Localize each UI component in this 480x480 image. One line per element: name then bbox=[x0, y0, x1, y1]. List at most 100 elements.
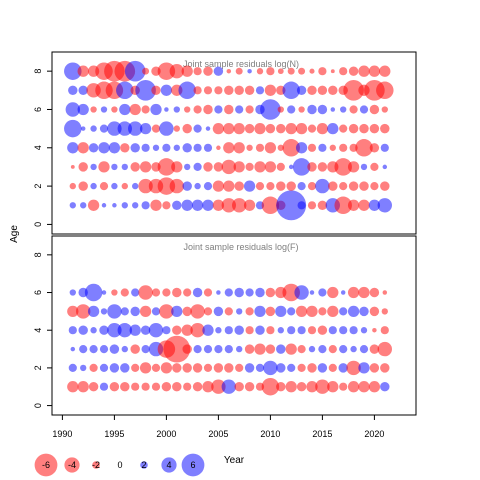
residual-bubble bbox=[213, 66, 224, 76]
x-tick-label: 2015 bbox=[312, 429, 332, 439]
residual-bubble bbox=[163, 335, 191, 363]
residual-bubble bbox=[130, 306, 140, 317]
residual-bubble bbox=[276, 381, 286, 392]
residual-bubble bbox=[120, 143, 130, 153]
x-axis-label: Year bbox=[224, 455, 245, 466]
residual-bubble bbox=[107, 121, 122, 136]
residual-bubble bbox=[99, 345, 109, 354]
residual-bubble bbox=[368, 65, 381, 77]
residual-bubble bbox=[234, 325, 244, 335]
residual-bubble bbox=[120, 288, 129, 297]
residual-bubble bbox=[339, 382, 348, 391]
residual-bubble bbox=[90, 163, 97, 171]
residual-bubble bbox=[64, 119, 82, 138]
residual-bubble bbox=[224, 85, 234, 96]
residual-bubble bbox=[297, 182, 306, 191]
residual-bubble bbox=[349, 326, 358, 335]
residual-bubble bbox=[276, 181, 286, 191]
residual-bubble bbox=[339, 67, 348, 76]
residual-bubble bbox=[339, 143, 348, 152]
residual-bubble bbox=[327, 122, 339, 135]
residual-bubble bbox=[89, 363, 98, 372]
residual-bubble bbox=[141, 382, 150, 391]
residual-bubble bbox=[369, 363, 380, 373]
residual-bubble bbox=[261, 196, 280, 215]
residual-bubble bbox=[88, 143, 99, 153]
residual-bubble bbox=[100, 106, 108, 113]
residual-bubble bbox=[152, 144, 160, 151]
residual-bubble bbox=[151, 307, 161, 316]
residual-bubble bbox=[254, 343, 266, 355]
panel-title: Joint sample residuals log(F) bbox=[183, 242, 298, 252]
residual-bubble bbox=[370, 182, 379, 191]
residual-bubble bbox=[254, 122, 266, 135]
residual-bubble bbox=[256, 68, 264, 75]
y-tick-label: 0 bbox=[33, 403, 43, 408]
x-tick-label: 2005 bbox=[208, 429, 228, 439]
x-tick-label: 2020 bbox=[364, 429, 384, 439]
residual-bubble bbox=[70, 164, 75, 169]
residual-bubble bbox=[255, 325, 265, 335]
residual-bubble bbox=[203, 182, 213, 191]
residual-bubble bbox=[245, 307, 254, 316]
residual-bubble bbox=[138, 178, 153, 194]
residual-bubble bbox=[68, 85, 78, 96]
y-tick-label: 2 bbox=[33, 365, 43, 370]
residual-bubble bbox=[265, 123, 276, 134]
residual-bubble bbox=[78, 85, 88, 96]
residual-bubble bbox=[70, 346, 76, 352]
residual-bubble bbox=[318, 143, 327, 152]
residual-bubble bbox=[244, 381, 255, 392]
residual-bubble bbox=[235, 363, 244, 372]
residual-bubble bbox=[64, 62, 82, 80]
residual-bubble bbox=[317, 85, 328, 96]
residual-bubble bbox=[263, 360, 278, 376]
residual-bubble bbox=[141, 143, 150, 152]
residual-bubble bbox=[203, 66, 213, 76]
residual-bubble bbox=[100, 308, 108, 315]
residual-bubble bbox=[169, 178, 184, 194]
residual-bubble bbox=[318, 67, 327, 76]
residual-bubble bbox=[359, 105, 369, 114]
residual-bubble bbox=[67, 142, 79, 154]
residual-bubble bbox=[129, 103, 141, 116]
residual-bubble bbox=[339, 182, 348, 191]
residual-bubble bbox=[369, 287, 380, 298]
residual-bubble bbox=[78, 325, 88, 335]
residual-bubble bbox=[372, 327, 377, 333]
residual-bubble bbox=[348, 181, 359, 191]
residual-bubble bbox=[368, 381, 381, 393]
residual-bubble bbox=[173, 125, 180, 132]
residual-bubble bbox=[214, 345, 223, 354]
residual-bubble bbox=[330, 69, 335, 74]
residual-bubble bbox=[370, 162, 379, 171]
residual-bubble bbox=[109, 363, 120, 373]
residual-bubble bbox=[135, 80, 156, 101]
residual-bubble bbox=[109, 381, 120, 392]
residual-bubble bbox=[77, 381, 89, 393]
residual-bubble bbox=[380, 181, 390, 191]
residual-bubble bbox=[232, 198, 247, 213]
residual-bubble bbox=[120, 363, 130, 373]
x-tick-label: 1995 bbox=[104, 429, 124, 439]
residual-bubble bbox=[99, 382, 109, 391]
residual-bubble bbox=[381, 106, 388, 113]
residual-bubble bbox=[307, 201, 317, 210]
residual-bubble bbox=[121, 163, 128, 171]
residual-bubble bbox=[294, 285, 309, 300]
residual-bubble bbox=[151, 382, 161, 391]
legend: -6 -4 -2 0 2 4 6 bbox=[34, 453, 205, 477]
legend-item: 4 bbox=[161, 457, 177, 473]
residual-bubble bbox=[109, 344, 120, 354]
residual-bubble bbox=[317, 363, 328, 373]
residual-bubble bbox=[181, 65, 193, 77]
residual-bubble bbox=[224, 104, 234, 115]
residual-bubble bbox=[246, 144, 253, 151]
residual-bubble bbox=[330, 107, 336, 112]
legend-label: 0 bbox=[117, 460, 122, 470]
residual-bubble bbox=[150, 103, 162, 116]
residual-bubble bbox=[255, 287, 265, 298]
residual-bubble bbox=[377, 341, 392, 357]
residual-bubble bbox=[288, 164, 294, 170]
legend-bubble bbox=[181, 453, 205, 477]
